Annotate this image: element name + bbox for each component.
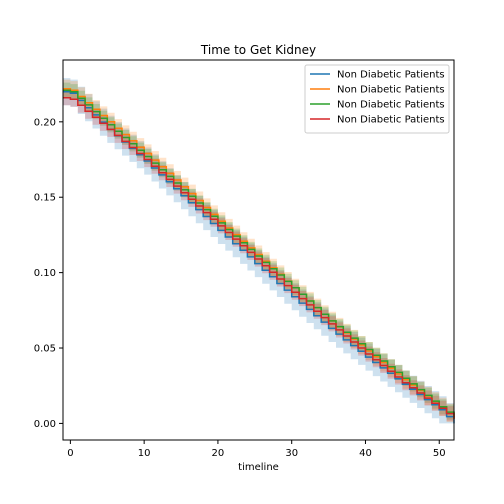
- x-tick-label: 40: [359, 448, 372, 459]
- legend-label-1: Non Diabetic Patients: [337, 70, 445, 81]
- y-axis-ticks: 0.00 0.05 0.10 0.15 0.20: [34, 117, 63, 430]
- series-line-4: [63, 96, 455, 419]
- x-axis-label: timeline: [238, 462, 279, 473]
- plot-frame: [62, 59, 455, 441]
- chart-title: Time to Get Kidney: [200, 43, 316, 57]
- legend-label-4: Non Diabetic Patients: [337, 115, 445, 126]
- y-tick-label: 0.00: [34, 419, 56, 430]
- legend: Non Diabetic Patients Non Diabetic Patien…: [304, 64, 450, 134]
- x-tick-label: 50: [433, 448, 446, 459]
- y-tick-label: 0.15: [34, 193, 56, 204]
- x-tick-label: 30: [285, 448, 298, 459]
- y-tick-label: 0.10: [34, 268, 56, 279]
- x-tick-label: 20: [212, 448, 225, 459]
- legend-label-2: Non Diabetic Patients: [337, 85, 445, 96]
- legend-label-3: Non Diabetic Patients: [337, 100, 445, 111]
- x-tick-label: 0: [67, 448, 73, 459]
- y-tick-label: 0.05: [34, 344, 56, 355]
- y-tick-label: 0.20: [34, 117, 56, 128]
- x-tick-label: 10: [138, 448, 151, 459]
- legend-box: [304, 64, 450, 134]
- confidence-band-1: [63, 78, 454, 424]
- x-axis-ticks: 0 10 20 30 40 50: [67, 440, 446, 459]
- series-lines: [63, 87, 455, 424]
